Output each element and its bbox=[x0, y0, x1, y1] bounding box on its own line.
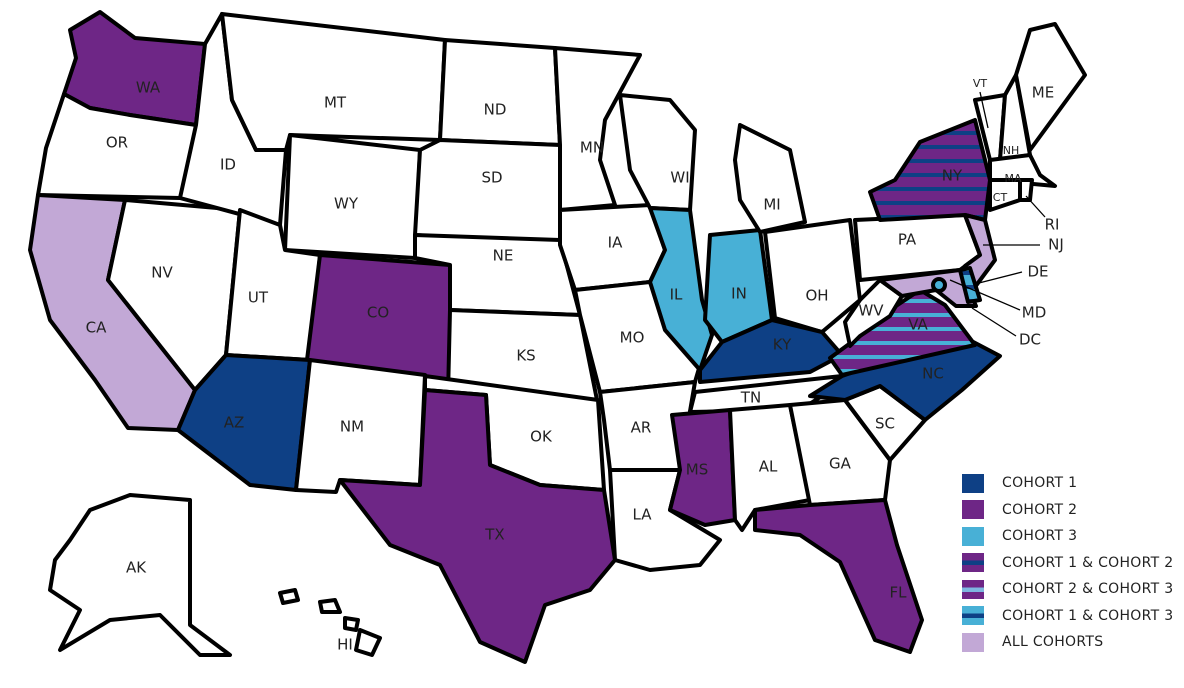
state-label-nh: NH bbox=[1003, 144, 1020, 157]
state-label-wy: WY bbox=[334, 195, 359, 213]
state-label-nc: NC bbox=[922, 365, 944, 383]
state-label-de: DE bbox=[1027, 263, 1048, 281]
state-mt bbox=[220, 12, 447, 152]
state-label-nv: NV bbox=[151, 264, 173, 282]
state-wi bbox=[618, 93, 697, 212]
legend: COHORT 1 COHORT 2 COHORT 3 COHORT 1 & CO… bbox=[962, 470, 1173, 656]
state-dc bbox=[931, 277, 947, 293]
state-label-ny: NY bbox=[942, 167, 963, 185]
state-label-ky: KY bbox=[773, 336, 792, 354]
state-label-ks: KS bbox=[516, 347, 535, 365]
state-sd bbox=[413, 138, 562, 247]
state-label-ut: UT bbox=[248, 289, 269, 307]
legend-item-cohort-2: COHORT 2 bbox=[962, 497, 1173, 524]
state-label-dc: DC bbox=[1019, 331, 1041, 349]
legend-swatch bbox=[962, 553, 984, 573]
state-label-ca: CA bbox=[86, 319, 107, 337]
state-hi bbox=[278, 588, 300, 605]
state-ky bbox=[698, 318, 844, 384]
legend-swatch bbox=[962, 473, 984, 493]
state-label-va: VA bbox=[908, 316, 928, 334]
legend-item-all-cohorts: ALL COHORTS bbox=[962, 629, 1173, 656]
leader-line-md bbox=[949, 279, 1021, 311]
state-label-mt: MT bbox=[324, 94, 347, 112]
legend-item-cohort-2-3: COHORT 2 & COHORT 3 bbox=[962, 576, 1173, 603]
state-label-ma: MA bbox=[1004, 172, 1021, 185]
state-label-hi: HI bbox=[337, 636, 353, 654]
state-ri bbox=[1018, 178, 1034, 202]
state-label-la: LA bbox=[633, 506, 653, 524]
state-fl bbox=[753, 498, 924, 654]
state-mn bbox=[553, 46, 642, 212]
state-label-or: OR bbox=[106, 134, 128, 152]
state-label-tn: TN bbox=[740, 389, 761, 407]
state-label-fl: FL bbox=[890, 584, 908, 602]
state-label-az: AZ bbox=[224, 414, 245, 432]
state-label-mo: MO bbox=[620, 329, 645, 347]
legend-swatch bbox=[962, 526, 984, 546]
state-label-nj: NJ bbox=[1048, 236, 1064, 254]
state-label-mi: MI bbox=[763, 196, 780, 214]
state-label-vt: VT bbox=[973, 77, 988, 90]
leader-line-vt bbox=[979, 91, 989, 129]
state-de bbox=[958, 266, 982, 304]
state-oh bbox=[763, 218, 862, 334]
leader-line-de bbox=[974, 271, 1023, 285]
legend-swatch bbox=[962, 606, 984, 626]
state-hi bbox=[343, 616, 360, 632]
state-label-ak: AK bbox=[126, 559, 147, 577]
state-label-co: CO bbox=[367, 304, 389, 322]
state-label-il: IL bbox=[670, 286, 683, 304]
state-label-oh: OH bbox=[805, 287, 828, 305]
state-label-ga: GA bbox=[829, 455, 852, 473]
state-hi bbox=[354, 628, 382, 657]
state-label-in: IN bbox=[731, 285, 747, 303]
state-label-ne: NE bbox=[493, 247, 514, 265]
state-label-ct: CT bbox=[993, 191, 1008, 204]
state-label-wv: WV bbox=[858, 302, 884, 320]
legend-swatch bbox=[962, 500, 984, 520]
state-label-sc: SC bbox=[875, 415, 895, 433]
state-label-wa: WA bbox=[136, 79, 161, 97]
legend-item-cohort-3: COHORT 3 bbox=[962, 523, 1173, 550]
state-label-al: AL bbox=[759, 458, 778, 476]
state-tx bbox=[338, 388, 617, 664]
state-mi bbox=[733, 123, 807, 234]
state-wv bbox=[843, 278, 904, 348]
state-nd bbox=[438, 38, 562, 147]
state-label-md: MD bbox=[1022, 304, 1047, 322]
legend-item-cohort-1: COHORT 1 bbox=[962, 470, 1173, 497]
state-me bbox=[1014, 22, 1087, 152]
leader-line-dc bbox=[971, 307, 1017, 337]
state-label-nm: NM bbox=[340, 418, 364, 436]
state-label-mn: MN bbox=[580, 139, 604, 157]
state-label-ok: OK bbox=[530, 428, 553, 446]
legend-item-cohort-1-2: COHORT 1 & COHORT 2 bbox=[962, 550, 1173, 577]
state-label-wi: WI bbox=[670, 169, 689, 187]
legend-swatch bbox=[962, 632, 984, 652]
state-ak bbox=[48, 493, 232, 657]
state-hi bbox=[318, 598, 342, 614]
state-label-pa: PA bbox=[898, 231, 917, 249]
state-label-nd: ND bbox=[484, 101, 507, 119]
state-label-sd: SD bbox=[481, 169, 502, 187]
state-label-ri: RI bbox=[1045, 216, 1060, 234]
legend-swatch bbox=[962, 579, 984, 599]
legend-item-cohort-1-3: COHORT 1 & COHORT 3 bbox=[962, 603, 1173, 630]
state-label-id: ID bbox=[220, 156, 236, 174]
leader-line-ri bbox=[1025, 195, 1046, 218]
state-label-ia: IA bbox=[608, 234, 623, 252]
state-label-me: ME bbox=[1032, 84, 1054, 102]
state-label-ms: MS bbox=[686, 461, 708, 479]
state-label-ar: AR bbox=[631, 419, 652, 437]
state-label-tx: TX bbox=[484, 526, 504, 544]
state-ny bbox=[868, 118, 992, 222]
